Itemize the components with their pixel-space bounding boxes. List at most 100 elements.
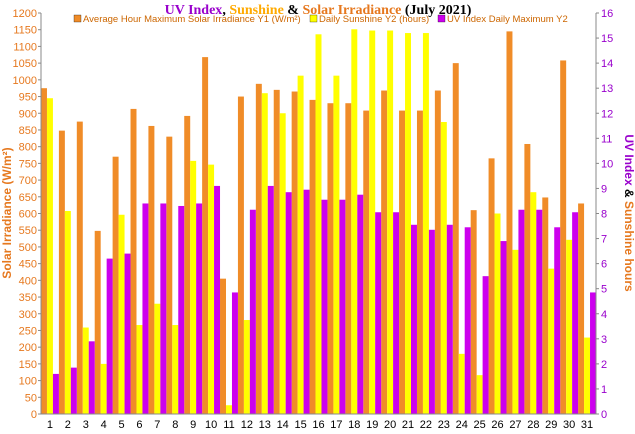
x-tick-label-16: 16	[312, 419, 324, 431]
x-tick-label-27: 27	[509, 419, 521, 431]
sunshine-bar-12	[243, 320, 250, 414]
right-tick-label-9: 9	[601, 183, 607, 195]
right-tick-label-12: 12	[601, 108, 613, 120]
left-axis: 0 50 100 150 200 250 300 350 400 450 500 550 600 650 7…	[13, 8, 41, 421]
irradiance-bar-14	[273, 89, 280, 415]
x-tick-label-9: 9	[190, 419, 196, 431]
uv-bar-27	[518, 209, 525, 414]
sunshine-bar-7	[154, 303, 161, 414]
sunshine-bar-15	[297, 75, 304, 414]
sunshine-bar-14	[279, 113, 286, 414]
sunshine-bar-5	[118, 214, 125, 414]
sunshine-bar-30	[566, 239, 573, 414]
right-axis-label: UV Index & Sunshine hours	[622, 134, 635, 292]
right-tick-label-7: 7	[601, 234, 607, 246]
sunshine-bar-23	[440, 122, 447, 415]
left-tick-label-400: 400	[19, 275, 37, 287]
irradiance-bar-18	[345, 103, 352, 414]
x-tick-label-24: 24	[456, 419, 468, 431]
sunshine-bar-8	[172, 325, 179, 414]
irradiance-bar-11	[220, 278, 226, 414]
uv-bar-19	[375, 212, 382, 414]
uv-bar-9	[196, 203, 203, 414]
chart-title-part-0: UV Index	[165, 3, 223, 18]
sunshine-bar-21	[405, 33, 411, 415]
uv-bar-11	[231, 292, 238, 414]
sunshine-bar-1	[46, 98, 53, 415]
uv-bar-29	[554, 227, 561, 414]
sunshine-bar-29	[548, 268, 555, 414]
irradiance-bar-3	[76, 121, 83, 414]
sunshine-bar-25	[476, 375, 483, 414]
uv-bar-1	[52, 373, 59, 414]
plot-area	[40, 13, 597, 415]
right-tick-label-16: 16	[601, 8, 613, 20]
left-tick-label-800: 800	[19, 142, 37, 154]
uv-bar-21	[411, 224, 417, 414]
x-tick-label-10: 10	[205, 419, 217, 431]
x-tick-label-2: 2	[65, 419, 71, 431]
chart-title-part-4: Solar Irradiance	[302, 3, 401, 18]
right-tick-label-11: 11	[601, 133, 612, 145]
irradiance-bar-15	[291, 91, 298, 414]
chart-title-part-1: ,	[222, 3, 229, 18]
irradiance-bar-27	[506, 31, 513, 414]
uv-bar-2	[70, 367, 77, 414]
uv-bar-18	[357, 194, 364, 414]
left-tick-label-1050: 1050	[13, 58, 37, 70]
sunshine-bar-11	[226, 405, 232, 414]
uv-bar-28	[536, 209, 543, 414]
right-tick-label-14: 14	[601, 58, 613, 70]
left-tick-label-100: 100	[19, 376, 37, 388]
uv-bar-10	[214, 185, 221, 414]
x-tick-label-26: 26	[491, 419, 503, 431]
right-tick-label-0: 0	[601, 409, 607, 421]
x-tick-label-11: 11	[223, 419, 234, 431]
uv-bar-26	[500, 241, 507, 414]
right-tick-label-13: 13	[601, 83, 613, 95]
irradiance-bar-23	[434, 90, 441, 414]
irradiance-bar-9	[184, 115, 191, 415]
x-axis: 1 2 3 4 5 6 7 8 9 10 11 12 13 14 15 16 17 18 19 20 21 22 23 24 2…	[47, 419, 593, 431]
left-axis-label: Solar Irradiance (W/m²)	[0, 147, 14, 278]
left-tick-label-850: 850	[19, 125, 37, 137]
sunshine-bar-24	[458, 353, 465, 414]
sunshine-bar-10	[208, 164, 215, 414]
left-tick-label-900: 900	[19, 108, 37, 120]
uv-bar-5	[124, 253, 131, 414]
x-tick-label-5: 5	[118, 419, 124, 431]
irradiance-bar-4	[94, 230, 101, 414]
uv-bar-23	[446, 224, 453, 414]
left-tick-label-50: 50	[25, 392, 37, 404]
x-tick-label-30: 30	[563, 419, 575, 431]
irradiance-bar-26	[488, 158, 495, 414]
x-tick-label-3: 3	[83, 419, 89, 431]
irradiance-bar-12	[237, 96, 244, 414]
uv-bar-14	[285, 192, 292, 414]
right-axis-label-part-0: UV Index	[622, 134, 635, 186]
left-tick-label-1000: 1000	[13, 75, 37, 87]
x-tick-label-29: 29	[545, 419, 557, 431]
x-tick-label-18: 18	[348, 419, 360, 431]
right-tick-label-8: 8	[601, 209, 607, 221]
sunshine-bar-9	[190, 160, 197, 414]
right-tick-label-15: 15	[601, 33, 613, 45]
x-tick-label-20: 20	[384, 419, 396, 431]
legend-swatch-1	[73, 14, 82, 23]
irradiance-bar-1	[41, 88, 47, 414]
x-tick-label-22: 22	[420, 419, 432, 431]
irradiance-bar-29	[542, 197, 549, 414]
x-tick-label-17: 17	[330, 419, 342, 431]
x-tick-label-23: 23	[438, 419, 450, 431]
left-tick-label-300: 300	[19, 309, 37, 321]
left-tick-label-450: 450	[19, 259, 37, 271]
sunshine-bar-4	[100, 363, 107, 415]
left-tick-label-0: 0	[31, 409, 37, 421]
left-tick-label-350: 350	[19, 292, 37, 304]
sunshine-bar-27	[512, 249, 519, 414]
right-axis-label-part-1: &	[622, 186, 635, 201]
sunshine-bar-26	[494, 213, 501, 414]
legend: Average Hour Maximum Solar Irradiance Y1…	[73, 14, 568, 25]
